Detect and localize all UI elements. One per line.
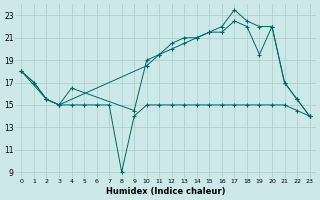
X-axis label: Humidex (Indice chaleur): Humidex (Indice chaleur) (106, 187, 225, 196)
